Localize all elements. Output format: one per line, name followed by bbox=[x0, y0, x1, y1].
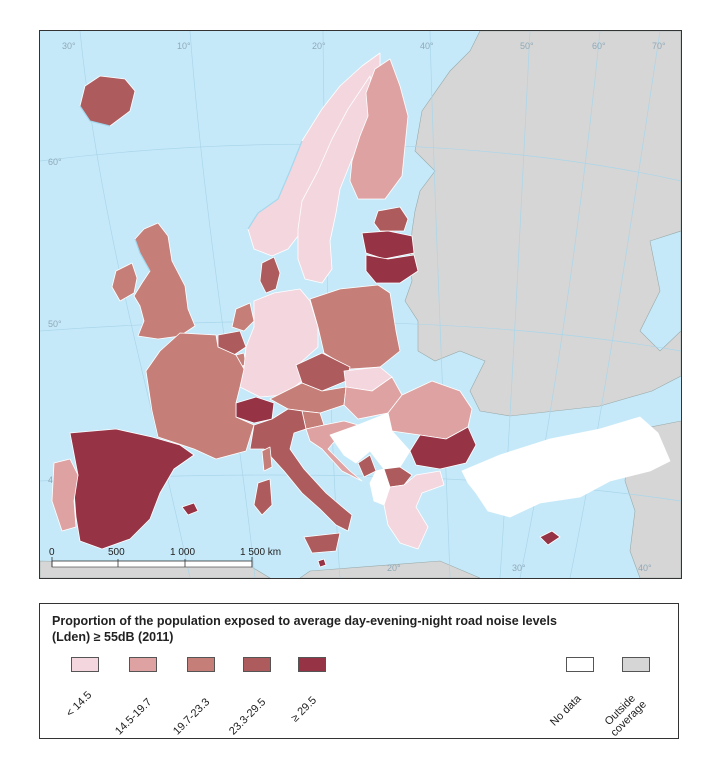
region-north-macedonia bbox=[383, 466, 413, 488]
lon-label: 20° bbox=[387, 563, 401, 573]
legend-swatch-class-4 bbox=[243, 657, 271, 672]
scale-bar: 0 500 1 000 1 500 km bbox=[49, 547, 281, 568]
scale-label: 500 bbox=[108, 547, 125, 558]
legend-label-class-5: ≥ 29.5 bbox=[289, 694, 320, 725]
region-cyprus bbox=[539, 530, 561, 546]
legend-label-class-4: 23.3-29.5 bbox=[227, 696, 269, 738]
legend-label-no-data: No data bbox=[548, 692, 584, 729]
region-balearic bbox=[181, 502, 199, 516]
lon-label: 20° bbox=[312, 41, 326, 51]
region-finland bbox=[349, 58, 409, 200]
legend-label-outside-coverage: Outside coverage bbox=[602, 692, 649, 739]
legend-swatch-class-2 bbox=[129, 657, 157, 672]
region-bosnia-and-herzegovina bbox=[329, 424, 371, 464]
region-latvia bbox=[361, 230, 415, 260]
legend-swatch-no-data bbox=[566, 657, 594, 672]
region-poland bbox=[309, 284, 401, 370]
lon-label: 10° bbox=[177, 41, 191, 51]
lat-label: 50° bbox=[48, 319, 62, 329]
legend-label-class-3: 19.7-23.3 bbox=[171, 696, 213, 738]
lon-label: 30° bbox=[512, 563, 526, 573]
coastline bbox=[79, 105, 303, 272]
region-corsica bbox=[261, 446, 273, 472]
region-ireland bbox=[111, 262, 138, 302]
region-united-kingdom bbox=[133, 222, 196, 340]
region-turkey bbox=[461, 416, 671, 518]
region-bulgaria bbox=[409, 426, 477, 470]
region-portugal bbox=[51, 458, 79, 532]
lon-label: 60° bbox=[592, 41, 606, 51]
region-italy bbox=[249, 408, 353, 532]
legend-swatch-class-5 bbox=[298, 657, 326, 672]
legend-swatch-outside-coverage bbox=[622, 657, 650, 672]
lon-label: 70° bbox=[652, 41, 666, 51]
region-lithuania bbox=[365, 254, 419, 284]
countries bbox=[51, 52, 671, 568]
legend-swatch-class-1 bbox=[71, 657, 99, 672]
legend-title: Proportion of the population exposed to … bbox=[52, 614, 557, 644]
region-estonia bbox=[373, 206, 409, 232]
map-svg: 30° 10° 20° 40° 50° 60° 70° 20° 30° 40° … bbox=[40, 31, 681, 578]
region-croatia bbox=[305, 420, 363, 482]
legend-label-class-1: < 14.5 bbox=[64, 689, 95, 720]
region-netherlands bbox=[231, 302, 255, 332]
lon-label: 30° bbox=[62, 41, 76, 51]
legend-swatch-class-3 bbox=[187, 657, 215, 672]
lat-label: 60° bbox=[48, 157, 62, 167]
scale-label: 0 bbox=[49, 547, 55, 558]
lon-label: 40° bbox=[638, 563, 652, 573]
scale-label: 1 000 bbox=[170, 547, 195, 558]
region-greece bbox=[383, 470, 445, 550]
region-sicily bbox=[303, 532, 341, 554]
region-serbia bbox=[357, 412, 411, 470]
region-malta bbox=[317, 558, 327, 568]
region-romania bbox=[387, 380, 473, 440]
region-denmark bbox=[259, 256, 281, 294]
region-sardinia bbox=[253, 478, 273, 516]
lon-label: 50° bbox=[520, 41, 534, 51]
legend: Proportion of the population exposed to … bbox=[39, 603, 679, 739]
scale-label: 1 500 km bbox=[240, 547, 281, 558]
region-spain bbox=[69, 428, 195, 550]
legend-label-class-2: 14.5-19.7 bbox=[113, 696, 155, 738]
lon-label: 40° bbox=[420, 41, 434, 51]
europe-map: 30° 10° 20° 40° 50° 60° 70° 20° 30° 40° … bbox=[39, 30, 682, 579]
